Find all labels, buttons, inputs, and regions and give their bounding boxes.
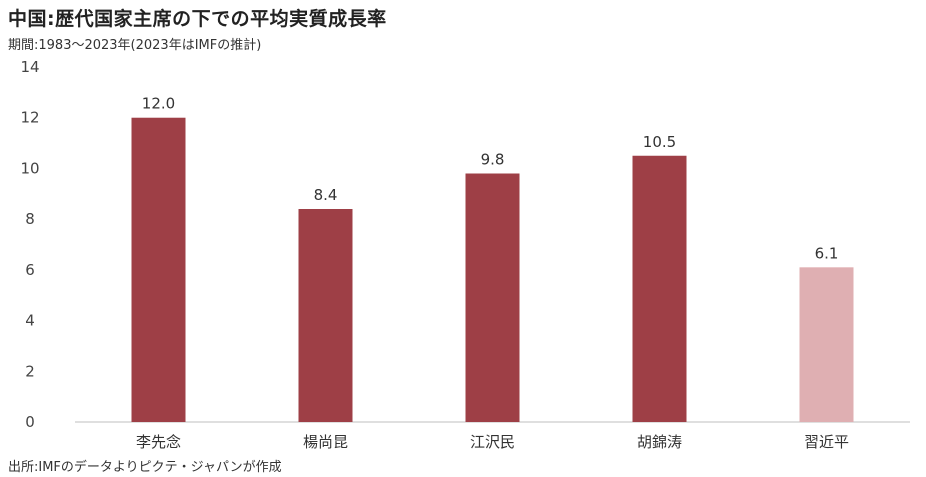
y-tick-label: 8: [25, 210, 35, 228]
y-axis: 0 2 4 6 8 10 12 14: [20, 58, 39, 431]
source-note: 出所:IMFのデータよりピクテ・ジャパンが作成: [8, 460, 282, 475]
chart-subtitle: 期間:1983～2023年(2023年はIMFの推計): [8, 38, 262, 53]
data-label: 9.8: [481, 151, 505, 169]
bar: [799, 267, 854, 422]
data-labels: 12.0 8.4 9.8 10.5 6.1: [142, 95, 839, 263]
chart-title: 中国:歴代国家主席の下での平均実質成長率: [8, 8, 387, 30]
x-category-label: 習近平: [804, 433, 849, 451]
y-tick-label: 6: [25, 261, 35, 279]
y-tick-label: 4: [25, 312, 35, 330]
x-axis-labels: 李先念 楊尚昆 江沢民 胡錦涛 習近平: [136, 433, 849, 451]
bar: [465, 173, 520, 422]
y-tick-label: 2: [25, 362, 35, 380]
y-tick-label: 12: [20, 109, 39, 127]
y-tick-label: 10: [20, 159, 39, 177]
bars: [131, 117, 854, 422]
data-label: 10.5: [643, 133, 676, 151]
y-tick-label: 0: [25, 413, 35, 431]
x-category-label: 胡錦涛: [637, 433, 682, 451]
x-category-label: 江沢民: [470, 433, 515, 451]
data-label: 6.1: [815, 244, 839, 262]
data-label: 12.0: [142, 95, 175, 113]
bar: [131, 117, 186, 422]
x-category-label: 楊尚昆: [303, 433, 348, 451]
data-label: 8.4: [314, 186, 338, 204]
bar: [632, 155, 687, 422]
x-category-label: 李先念: [136, 433, 181, 451]
y-tick-label: 14: [20, 58, 39, 76]
bar: [298, 209, 353, 422]
